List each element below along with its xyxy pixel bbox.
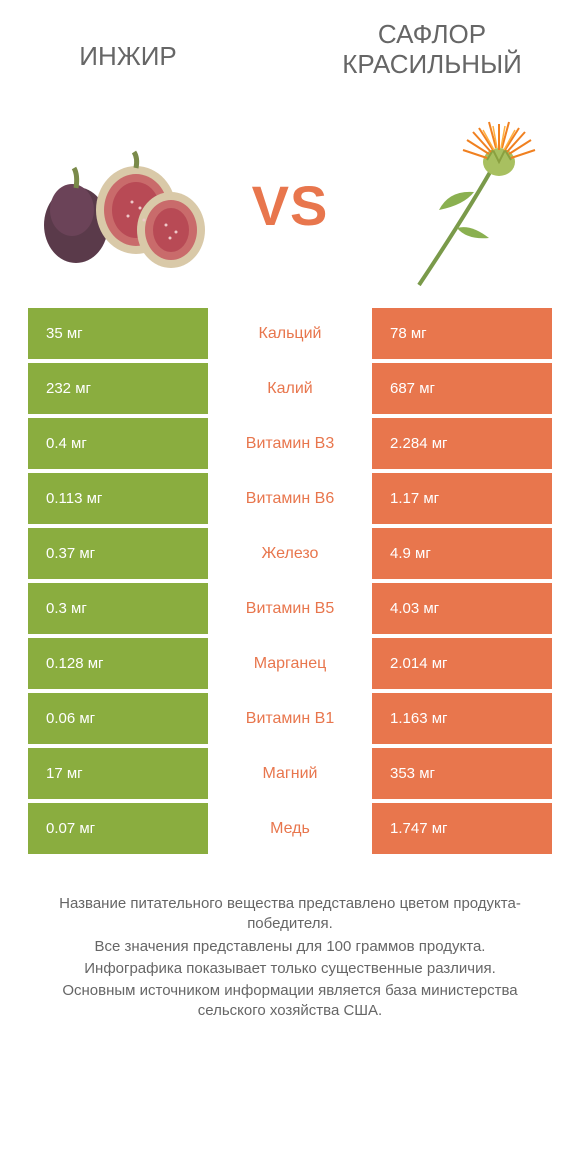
value-left: 0.113 мг [28, 473, 208, 524]
nutrient-label: Витамин B3 [208, 418, 372, 469]
titles-row: ИНЖИР САФЛОР КРАСИЛЬНЫЙ [28, 20, 552, 110]
vs-label: VS [252, 173, 329, 238]
table-row: 0.07 мгМедь1.747 мг [28, 803, 552, 854]
value-left: 35 мг [28, 308, 208, 359]
footer-line: Все значения представлены для 100 граммо… [38, 937, 542, 957]
value-left: 0.128 мг [28, 638, 208, 689]
title-right: САФЛОР КРАСИЛЬНЫЙ [312, 20, 552, 80]
value-right: 1.17 мг [372, 473, 552, 524]
table-row: 0.4 мгВитамин B32.284 мг [28, 418, 552, 469]
comparison-table: 35 мгКальций78 мг232 мгКалий687 мг0.4 мг… [28, 308, 552, 854]
fig-image [36, 120, 206, 290]
value-left: 0.07 мг [28, 803, 208, 854]
value-right: 687 мг [372, 363, 552, 414]
nutrient-label: Калий [208, 363, 372, 414]
nutrient-label: Марганец [208, 638, 372, 689]
value-left: 0.3 мг [28, 583, 208, 634]
value-right: 4.03 мг [372, 583, 552, 634]
value-right: 1.163 мг [372, 693, 552, 744]
value-right: 2.284 мг [372, 418, 552, 469]
images-row: VS [28, 110, 552, 300]
nutrient-label: Кальций [208, 308, 372, 359]
footer-line: Инфографика показывает только существенн… [38, 959, 542, 979]
nutrient-label: Медь [208, 803, 372, 854]
value-right: 4.9 мг [372, 528, 552, 579]
footer-line: Основным источником информации является … [38, 981, 542, 1022]
nutrient-label: Витамин B5 [208, 583, 372, 634]
safflower-image [374, 120, 544, 290]
footer-notes: Название питательного вещества представл… [28, 894, 552, 1022]
title-left: ИНЖИР [28, 20, 228, 72]
table-row: 0.113 мгВитамин B61.17 мг [28, 473, 552, 524]
value-left: 232 мг [28, 363, 208, 414]
footer-line: Название питательного вещества представл… [38, 894, 542, 935]
value-left: 0.4 мг [28, 418, 208, 469]
value-left: 17 мг [28, 748, 208, 799]
table-row: 17 мгМагний353 мг [28, 748, 552, 799]
table-row: 35 мгКальций78 мг [28, 308, 552, 359]
table-row: 0.06 мгВитамин B11.163 мг [28, 693, 552, 744]
table-row: 232 мгКалий687 мг [28, 363, 552, 414]
table-row: 0.37 мгЖелезо4.9 мг [28, 528, 552, 579]
value-right: 1.747 мг [372, 803, 552, 854]
table-row: 0.3 мгВитамин B54.03 мг [28, 583, 552, 634]
nutrient-label: Магний [208, 748, 372, 799]
value-left: 0.37 мг [28, 528, 208, 579]
table-row: 0.128 мгМарганец2.014 мг [28, 638, 552, 689]
nutrient-label: Витамин B1 [208, 693, 372, 744]
value-right: 353 мг [372, 748, 552, 799]
nutrient-label: Железо [208, 528, 372, 579]
value-right: 2.014 мг [372, 638, 552, 689]
nutrient-label: Витамин B6 [208, 473, 372, 524]
value-right: 78 мг [372, 308, 552, 359]
value-left: 0.06 мг [28, 693, 208, 744]
